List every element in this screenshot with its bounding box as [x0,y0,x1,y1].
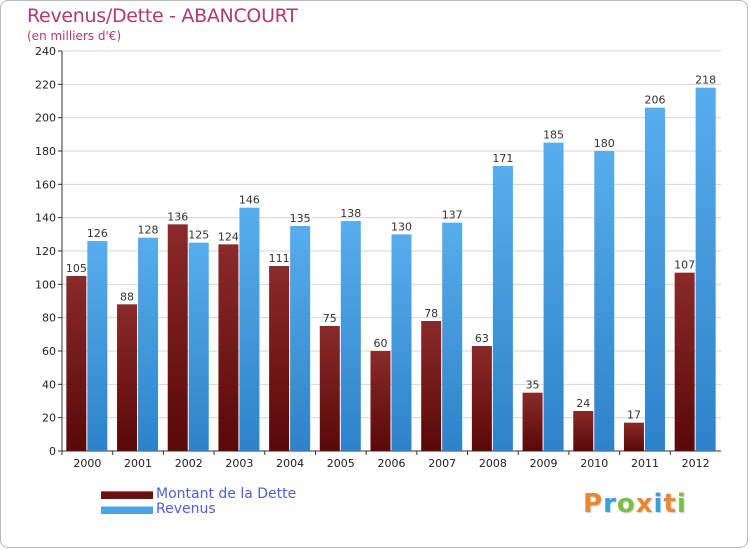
data-label-revenus: 138 [340,207,361,220]
data-label-dette: 35 [526,379,540,392]
bar-revenus [391,234,412,451]
y-tick-label: 180 [35,145,56,158]
bar-revenus [239,207,260,451]
data-label-dette: 24 [576,397,590,410]
bar-dette [269,266,290,451]
bar-dette [674,272,695,451]
x-tick-label: 2002 [175,457,203,470]
logo-letter: o [616,489,636,519]
bar-revenus [290,226,311,451]
data-label-dette: 63 [475,332,489,345]
bars [66,87,716,452]
data-label-revenus: 137 [442,209,463,222]
x-tick-label: 2010 [580,457,608,470]
legend-label-dette: Montant de la Dette [156,486,297,502]
x-tick-label: 2006 [378,457,406,470]
chart-title: Revenus/Dette - ABANCOURT [27,5,298,27]
data-label-dette: 75 [323,312,337,325]
chart-subtitle: (en milliers d'€) [27,29,122,43]
y-tick-label: 0 [49,445,56,458]
x-tick-label: 2004 [276,457,304,470]
data-label-revenus: 185 [543,129,564,142]
x-tick-label: 2011 [631,457,659,470]
bar-dette [573,411,594,451]
y-tick-label: 140 [35,212,56,225]
bar-dette [218,244,239,451]
x-tick-label: 2009 [530,457,558,470]
bar-dette [117,304,138,451]
bar-revenus [87,241,108,451]
data-label-dette: 60 [374,337,388,350]
x-tick-label: 2007 [428,457,456,470]
y-tick-label: 120 [35,245,56,258]
data-label-revenus: 130 [391,220,412,233]
y-tick-label: 60 [42,345,56,358]
logo-letter: r [603,489,617,519]
bar-dette [167,224,188,451]
data-label-revenus: 171 [492,152,513,165]
data-label-dette: 136 [167,210,188,223]
data-label-dette: 107 [674,259,695,272]
bar-revenus [644,107,665,452]
data-label-dette: 78 [424,307,438,320]
x-tick-label: 2001 [124,457,152,470]
y-tick-label: 160 [35,178,56,191]
data-label-dette: 17 [627,409,641,422]
bar-revenus [492,166,513,451]
data-label-revenus: 218 [695,74,716,87]
data-label-revenus: 128 [138,224,159,237]
data-label-revenus: 126 [87,227,108,240]
data-label-revenus: 135 [290,212,311,225]
bar-dette [319,326,340,451]
legend-label-revenus: Revenus [156,501,216,517]
legend-swatch-revenus [101,506,153,514]
y-tick-label: 100 [35,278,56,291]
legend-swatch-dette [101,491,153,499]
data-label-dette: 124 [218,230,239,243]
bar-dette [370,351,391,451]
bar-revenus [188,242,209,451]
bar-dette [421,321,442,451]
y-tick-label: 40 [42,378,56,391]
y-tick-label: 220 [35,78,56,91]
bar-revenus [594,151,615,451]
data-label-revenus: 125 [188,229,209,242]
data-label-revenus: 146 [239,194,260,207]
x-tick-label: 2005 [327,457,355,470]
logo-letter: i [676,489,687,519]
x-tick-label: 2012 [682,457,710,470]
data-label-dette: 105 [66,262,87,275]
data-label-dette: 111 [269,252,290,265]
data-label-dette: 88 [120,290,134,303]
y-tick-label: 80 [42,312,56,325]
bar-revenus [138,237,159,451]
y-tick-label: 240 [35,45,56,58]
bar-dette [623,422,644,451]
bar-dette [471,346,492,451]
logo-letter: t [663,489,677,519]
logo-letter: x [635,489,654,519]
x-tick-label: 2003 [225,457,253,470]
bar-revenus [695,87,716,452]
bar-revenus [543,142,564,451]
axes: 0 20 40 60 80 100 120 140 160 180 200 220 240 2000 200… [35,45,721,470]
bar-dette [522,392,543,451]
y-tick-label: 20 [42,412,56,425]
data-label-revenus: 206 [644,94,665,107]
proxiti-logo: Proxiti [583,489,687,519]
y-tick-label: 200 [35,112,56,125]
logo-letter: P [583,489,604,519]
logo-letter: i [653,489,664,519]
bar-revenus [442,222,463,451]
data-label-revenus: 180 [594,137,615,150]
bar-revenus [340,221,361,451]
x-tick-label: 2000 [73,457,101,470]
x-tick-label: 2008 [479,457,507,470]
bar-dette [66,276,87,451]
